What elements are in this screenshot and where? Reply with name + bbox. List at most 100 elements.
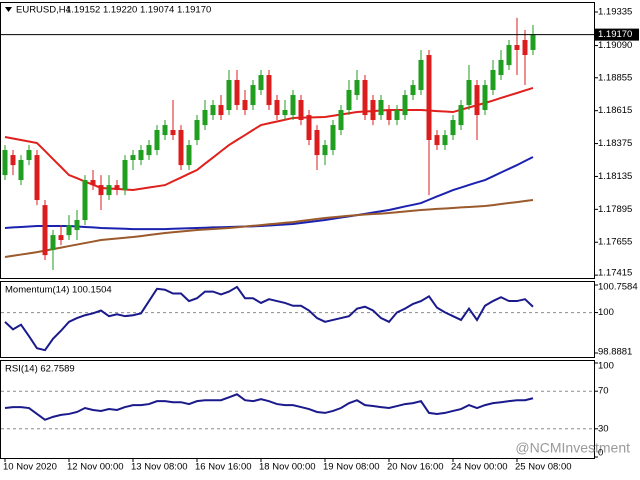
- candle-body: [522, 39, 528, 56]
- watermark: @NCMInvestment: [515, 440, 630, 456]
- candle-body: [42, 205, 48, 256]
- y-tick-label: 1.18855: [598, 72, 632, 83]
- candle-body: [362, 79, 368, 116]
- candle-body: [266, 75, 272, 106]
- current-price-box: [595, 28, 639, 41]
- y-tick-label: 1.18375: [598, 138, 632, 149]
- candle-body: [234, 79, 240, 106]
- candle-body: [386, 109, 392, 120]
- candle-body: [258, 75, 264, 90]
- candle-body: [434, 135, 440, 146]
- indicator-line: [4, 285, 534, 352]
- x-tick-label: 24 Nov 00:00: [451, 462, 508, 473]
- candle-body: [370, 99, 376, 120]
- y-tick-label: 1.17655: [598, 237, 632, 248]
- candle-body: [426, 55, 432, 140]
- current-price-label: 1.19170: [598, 29, 632, 40]
- candle-body: [498, 59, 504, 76]
- candle-body: [306, 115, 312, 140]
- candle-body: [274, 99, 280, 116]
- candle-body: [98, 185, 104, 196]
- candle-body: [218, 105, 224, 116]
- candle-body: [122, 160, 128, 191]
- y-tick-label: 1.17895: [598, 204, 632, 215]
- candle-body: [18, 160, 24, 181]
- candle-body: [466, 79, 472, 106]
- candle-body: [410, 85, 416, 96]
- candle-body: [186, 145, 192, 166]
- candle-body: [458, 105, 464, 126]
- candle-body: [474, 85, 480, 116]
- candle-body: [402, 95, 408, 116]
- y-tick-label: 0: [598, 448, 603, 459]
- candle-body: [378, 99, 384, 116]
- x-tick-label: 12 Nov 00:00: [67, 462, 124, 473]
- y-tick-label: 30: [598, 423, 609, 434]
- candle-body: [450, 119, 456, 136]
- rsi-panel-frame: [0, 360, 595, 459]
- x-tick-label: 18 Nov 00:00: [259, 462, 316, 473]
- candle-body: [242, 99, 248, 110]
- indicator-line: [4, 393, 534, 421]
- y-tick-label: 100: [598, 307, 614, 318]
- moving-average: [4, 199, 534, 259]
- candle-body: [90, 180, 96, 186]
- x-tick-label: 13 Nov 08:00: [131, 462, 188, 473]
- candle-body: [282, 109, 288, 116]
- menu-icon[interactable]: [5, 7, 12, 12]
- quote: 1.19152 1.19220 1.19074 1.19170: [66, 5, 211, 16]
- candle-body: [226, 79, 232, 110]
- candle-body: [26, 150, 32, 161]
- y-tick-label: 1.18135: [598, 171, 632, 182]
- candle-body: [34, 155, 40, 201]
- x-tick-label: 19 Nov 08:00: [323, 462, 380, 473]
- candle-body: [66, 225, 72, 236]
- y-tick-label: 70: [598, 386, 609, 397]
- main-panel-frame: [0, 2, 595, 279]
- candle-body: [290, 95, 296, 116]
- momentum-panel-frame: [0, 281, 595, 358]
- candle-body: [354, 79, 360, 96]
- x-tick-label: 16 Nov 16:00: [195, 462, 252, 473]
- candle-body: [210, 105, 216, 116]
- candle-body: [346, 89, 352, 110]
- moving-average: [4, 156, 534, 231]
- candle-body: [330, 125, 336, 151]
- candle-body: [506, 45, 512, 66]
- panel-title: Momentum(14) 100.1504: [5, 285, 112, 296]
- candle-body: [130, 155, 136, 161]
- y-tick-label: 1.17415: [598, 268, 632, 279]
- x-tick-label: 20 Nov 16:00: [387, 462, 444, 473]
- y-tick-label: 100.7584: [598, 282, 638, 293]
- y-tick-label: 1.19090: [598, 40, 632, 51]
- candle-body: [106, 185, 112, 196]
- candle-body: [202, 109, 208, 126]
- candle-body: [178, 129, 184, 166]
- candle-body: [298, 99, 304, 120]
- candle-body: [394, 109, 400, 120]
- candle-body: [162, 125, 168, 136]
- x-tick-label: 10 Nov 2020: [3, 462, 57, 473]
- candle-body: [338, 109, 344, 130]
- candle-body: [2, 150, 8, 176]
- candle-body: [146, 145, 152, 156]
- candle-body: [442, 135, 448, 146]
- x-tick-label: 25 Nov 08:00: [515, 462, 572, 473]
- candle-body: [418, 59, 424, 90]
- chart-title: EURUSD,H4: [16, 5, 71, 16]
- candle-body: [170, 129, 176, 136]
- candle-body: [154, 129, 160, 151]
- candle-body: [322, 145, 328, 156]
- candle-body: [314, 129, 320, 156]
- y-tick-label: 1.18615: [598, 105, 632, 116]
- candle-body: [250, 85, 256, 106]
- y-tick-label: 1.19335: [598, 7, 632, 18]
- candle-body: [530, 34, 536, 50]
- candle-body: [138, 150, 144, 161]
- candle-body: [58, 235, 64, 241]
- candle-body: [10, 155, 16, 166]
- candle-body: [514, 45, 520, 50]
- y-tick-label: 100: [598, 361, 614, 372]
